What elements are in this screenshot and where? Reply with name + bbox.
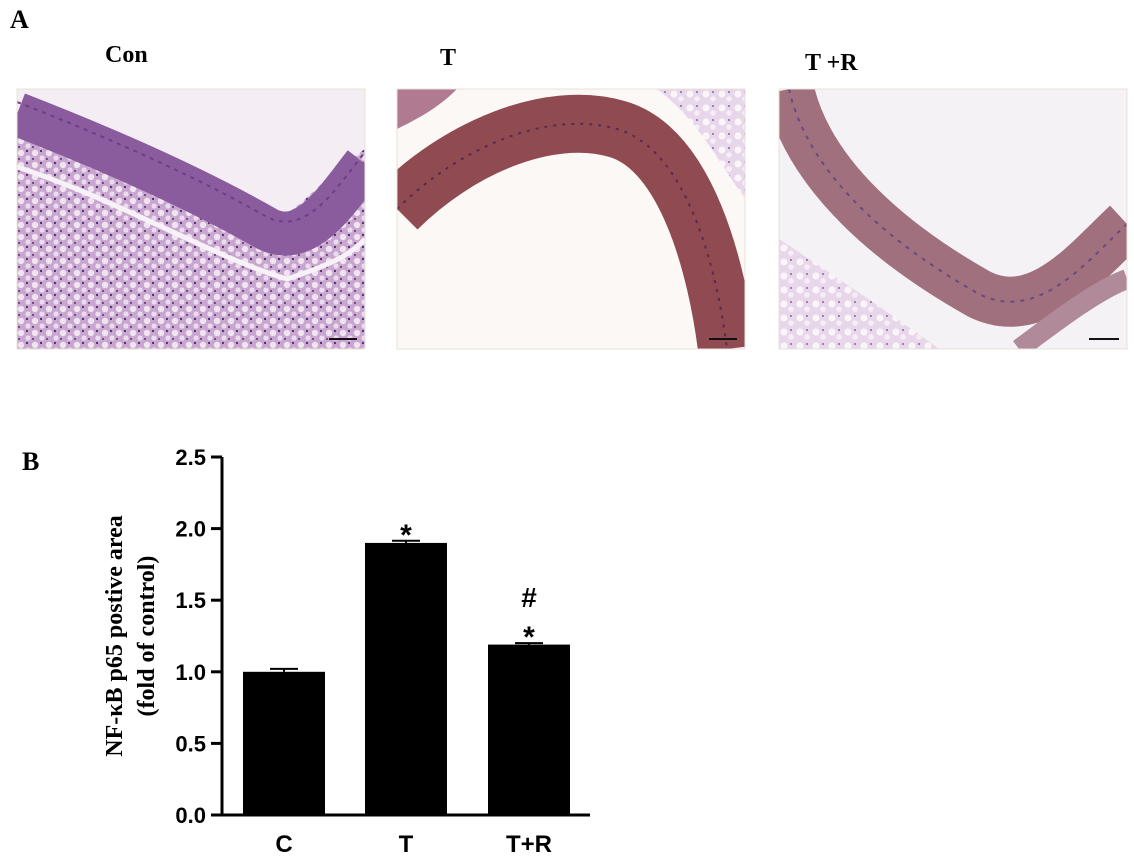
image-frame [778, 88, 1128, 350]
image-title: Con [105, 42, 148, 68]
bar [488, 644, 570, 815]
y-axis-label: NF-κB p65 postive area (fold of control) [102, 515, 160, 757]
y-tick-label: 2.0 [175, 517, 206, 542]
micrograph [779, 89, 1127, 349]
image-frame [16, 88, 366, 350]
image-frame [396, 88, 746, 350]
micrograph [397, 89, 745, 349]
y-axis-label-line: NF-κB p65 postive area [102, 515, 128, 757]
x-tick-label: T [399, 831, 414, 858]
micrograph [17, 89, 365, 349]
y-axis-label-line: (fold of control) [134, 556, 160, 717]
panel-label: B [22, 447, 39, 476]
y-tick-label: 0.5 [175, 731, 206, 756]
x-tick-label: T+R [506, 831, 552, 858]
y-tick-label: 1.0 [175, 660, 206, 685]
significance-marker: * [400, 519, 412, 552]
y-tick-label: 1.5 [175, 588, 206, 613]
x-tick-label: C [275, 831, 292, 858]
image-title: T [440, 45, 456, 71]
bar [243, 671, 325, 815]
y-tick-label: 0.0 [175, 803, 206, 828]
bar [365, 542, 447, 815]
significance-marker: * [523, 621, 535, 654]
panel-label: A [10, 5, 29, 34]
y-tick-label: 2.5 [175, 445, 206, 470]
significance-marker: # [521, 582, 537, 613]
image-title: T +R [805, 50, 858, 76]
